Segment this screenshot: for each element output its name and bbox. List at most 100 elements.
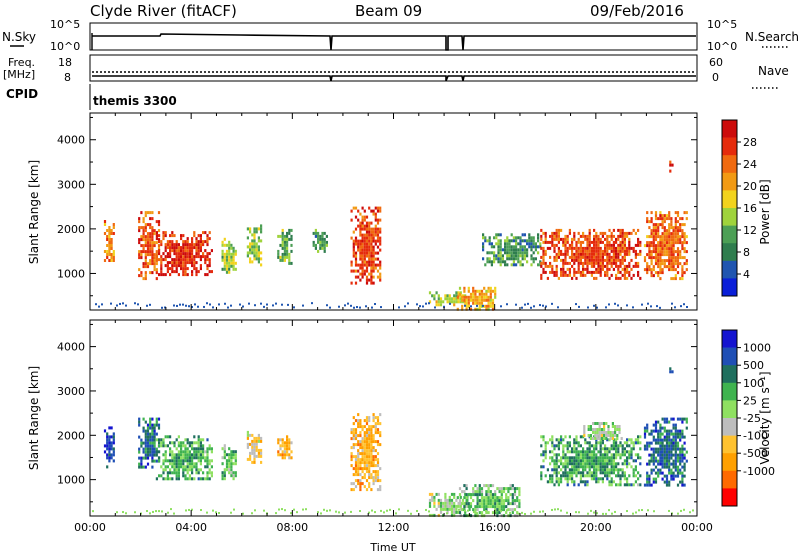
velocity-cell xyxy=(437,492,440,496)
power-cell xyxy=(234,252,237,256)
power-cell xyxy=(577,240,580,244)
velocity-cell xyxy=(435,507,438,511)
velocity-cell xyxy=(595,474,598,478)
power-cell xyxy=(228,261,231,265)
power-cell xyxy=(542,249,545,253)
power-cell xyxy=(499,242,502,246)
power-cell xyxy=(588,228,591,232)
power-cell xyxy=(657,271,660,275)
velocity-cell xyxy=(498,505,501,509)
velocity-cell xyxy=(592,431,595,434)
velocity-cell xyxy=(125,512,127,515)
power-cell xyxy=(223,258,226,262)
velocity-cell xyxy=(608,468,611,472)
velocity-cell xyxy=(376,440,380,444)
power-cell xyxy=(365,248,369,252)
power-cell xyxy=(186,243,189,247)
power-cell xyxy=(571,264,574,268)
velocity-cell xyxy=(368,476,371,480)
velocity-cell xyxy=(223,471,226,475)
velocity-cell xyxy=(166,474,169,478)
power-cell xyxy=(365,236,369,240)
power-cell xyxy=(228,258,231,262)
power-cell xyxy=(542,255,545,259)
power-cell xyxy=(138,250,141,254)
velocity-cell xyxy=(562,471,565,475)
velocity-cell xyxy=(612,447,615,451)
velocity-cell xyxy=(646,444,649,448)
power-cell xyxy=(376,209,380,213)
velocity-cell xyxy=(670,456,673,460)
velocity-cell xyxy=(478,484,481,488)
velocity-cell xyxy=(146,435,150,439)
velocity-cell xyxy=(663,453,666,457)
velocity-cell xyxy=(566,465,569,469)
power-cell xyxy=(672,238,675,242)
power-cell xyxy=(617,246,620,250)
velocity-cell xyxy=(652,429,655,433)
power-cell xyxy=(225,258,229,262)
power-cell xyxy=(632,246,635,250)
power-cell xyxy=(588,231,591,235)
power-region xyxy=(246,224,263,267)
velocity-cell xyxy=(628,456,631,460)
velocity-cell xyxy=(379,485,382,489)
power-cell xyxy=(478,295,481,299)
velocity-cell xyxy=(354,473,358,477)
velocity-cell xyxy=(652,450,655,454)
velocity-cell xyxy=(354,464,358,468)
velocity-cell xyxy=(588,471,591,475)
power-cell xyxy=(610,261,613,265)
power-cell xyxy=(599,255,602,259)
power-cell xyxy=(255,227,258,231)
velocity-cell xyxy=(603,428,606,431)
velocity-cell xyxy=(234,462,237,466)
power-cell xyxy=(257,236,260,240)
velocity-cell xyxy=(679,468,682,472)
power-cell xyxy=(676,271,680,275)
velocity-cell xyxy=(146,453,150,457)
power-cell xyxy=(487,289,490,293)
power-cell xyxy=(494,286,497,290)
power-cell xyxy=(140,253,143,257)
power-cell xyxy=(604,237,607,241)
velocity-cell xyxy=(112,438,115,442)
power-cell xyxy=(657,232,660,236)
velocity-cell xyxy=(549,474,552,478)
velocity-cell xyxy=(496,487,499,491)
velocity-cell xyxy=(110,447,113,451)
power-cell xyxy=(184,273,187,277)
velocity-cell xyxy=(608,450,611,454)
velocity-cell xyxy=(208,444,211,448)
power-cell xyxy=(676,238,680,242)
velocity-cell xyxy=(668,444,671,448)
power-cell xyxy=(151,244,154,248)
power-cell xyxy=(160,258,163,262)
power-region xyxy=(482,233,542,267)
velocity-cell xyxy=(511,511,514,515)
velocity-cell xyxy=(146,510,148,513)
colorbar-block xyxy=(722,120,737,138)
power-cell xyxy=(488,257,491,261)
power-cell xyxy=(374,218,377,222)
power-cell xyxy=(437,300,440,304)
velocity-cell xyxy=(615,441,618,445)
power-cell xyxy=(162,252,165,256)
power-cell xyxy=(376,221,380,225)
velocity-cell xyxy=(463,502,466,506)
velocity-cell xyxy=(605,512,607,515)
power-cell xyxy=(571,255,574,259)
power-cell xyxy=(138,274,141,278)
velocity-cell xyxy=(612,471,615,475)
power-cell xyxy=(209,303,211,306)
velocity-cell xyxy=(557,508,559,511)
velocity-cell xyxy=(232,456,235,460)
velocity-cell xyxy=(596,422,599,425)
power-cell xyxy=(230,261,233,265)
velocity-cell xyxy=(439,498,443,502)
power-cell xyxy=(643,244,647,248)
power-cell xyxy=(584,237,587,241)
power-cell xyxy=(368,278,371,282)
velocity-cell xyxy=(459,513,462,517)
